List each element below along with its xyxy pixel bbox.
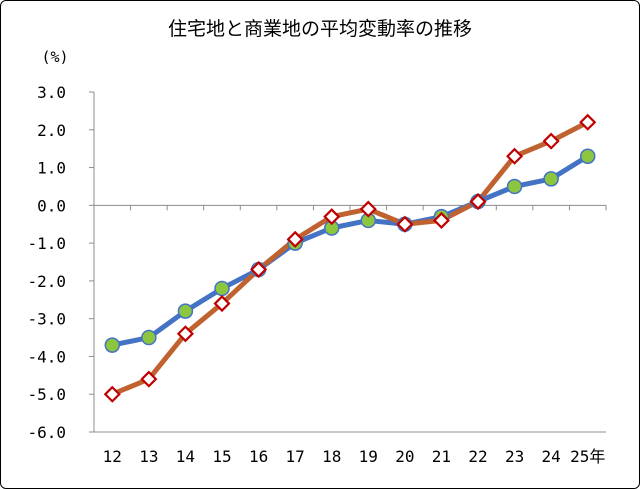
series-1-point [177, 303, 194, 319]
y-tick-label: 1.0 [37, 159, 66, 178]
series-1-point [579, 148, 596, 164]
series-2-point [286, 230, 304, 248]
series-2-point [323, 208, 341, 226]
series-2-point [469, 192, 487, 211]
x-tick-label: 18 [322, 447, 341, 466]
y-tick-label: -3.0 [27, 310, 66, 329]
y-tick-label: -1.0 [27, 234, 66, 253]
y-tick-label: -2.0 [27, 272, 66, 291]
series-1-point [141, 329, 157, 346]
series-2-point [140, 370, 158, 388]
y-tick-label: -4.0 [27, 347, 66, 366]
series-1-point [104, 337, 121, 353]
x-tick-label: 16 [249, 447, 268, 466]
y-tick-label: 0.0 [37, 196, 66, 215]
x-tick-label: 17 [286, 447, 305, 466]
series-2-point [103, 385, 121, 403]
series-2-point [579, 113, 597, 131]
x-tick-label: 25年 [570, 447, 605, 466]
series-2-point [542, 132, 560, 150]
series-1-point [506, 178, 523, 195]
series-2-point [396, 215, 414, 233]
x-tick-label: 15 [212, 447, 231, 466]
y-tick-label: 2.0 [37, 121, 66, 140]
x-tick-label: 20 [395, 447, 414, 466]
y-tick-label: 3.0 [37, 83, 66, 102]
chart-title: 住宅地と商業地の平均変動率の推移 [168, 18, 472, 40]
x-tick-label: 24 [542, 447, 561, 466]
series-2-point [506, 147, 524, 165]
y-tick-label: -5.0 [27, 385, 66, 404]
x-tick-label: 12 [103, 447, 122, 466]
series-2-point [176, 325, 194, 343]
x-tick-label: 19 [359, 447, 378, 466]
series-2-point [432, 211, 450, 230]
series-2-point [213, 294, 231, 313]
y-tick-label: -6.0 [27, 423, 66, 442]
y-axis-unit: (%) [41, 48, 68, 66]
series-2-point [250, 260, 268, 279]
x-tick-label: 14 [176, 447, 195, 466]
x-tick-label: 21 [432, 447, 451, 466]
series-2-line [109, 119, 591, 397]
x-tick-label: 13 [139, 447, 158, 466]
series-1-point [214, 280, 230, 297]
x-tick-label: 22 [468, 447, 487, 466]
series-1-point [543, 171, 559, 187]
series-2-point [359, 200, 377, 218]
x-tick-label: 23 [505, 447, 524, 466]
